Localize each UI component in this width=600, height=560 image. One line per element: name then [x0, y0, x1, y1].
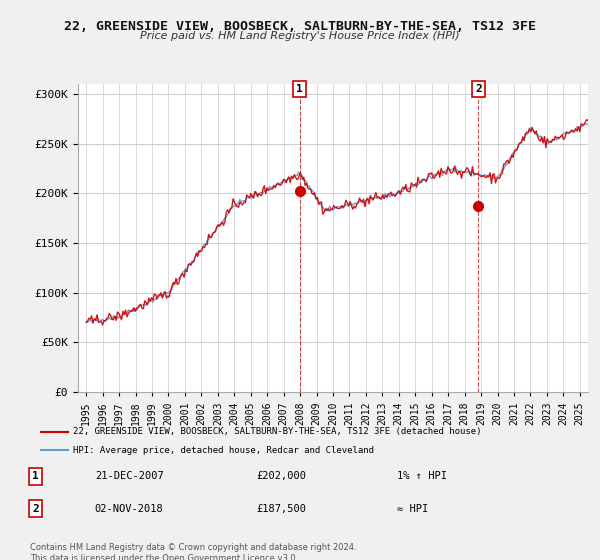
Text: Price paid vs. HM Land Registry's House Price Index (HPI): Price paid vs. HM Land Registry's House … — [140, 31, 460, 41]
Text: 02-NOV-2018: 02-NOV-2018 — [95, 503, 164, 514]
Text: £202,000: £202,000 — [257, 472, 307, 482]
Text: 22, GREENSIDE VIEW, BOOSBECK, SALTBURN-BY-THE-SEA, TS12 3FE: 22, GREENSIDE VIEW, BOOSBECK, SALTBURN-B… — [64, 20, 536, 32]
Text: 1: 1 — [32, 472, 39, 482]
Text: 1: 1 — [296, 84, 303, 94]
Text: 21-DEC-2007: 21-DEC-2007 — [95, 472, 164, 482]
Text: 2: 2 — [475, 84, 482, 94]
Text: £187,500: £187,500 — [257, 503, 307, 514]
Text: Contains HM Land Registry data © Crown copyright and database right 2024.
This d: Contains HM Land Registry data © Crown c… — [30, 543, 356, 560]
Text: ≈ HPI: ≈ HPI — [397, 503, 428, 514]
Text: 1% ↑ HPI: 1% ↑ HPI — [397, 472, 447, 482]
Text: 2: 2 — [32, 503, 39, 514]
Text: 22, GREENSIDE VIEW, BOOSBECK, SALTBURN-BY-THE-SEA, TS12 3FE (detached house): 22, GREENSIDE VIEW, BOOSBECK, SALTBURN-B… — [73, 427, 482, 436]
Text: HPI: Average price, detached house, Redcar and Cleveland: HPI: Average price, detached house, Redc… — [73, 446, 374, 455]
